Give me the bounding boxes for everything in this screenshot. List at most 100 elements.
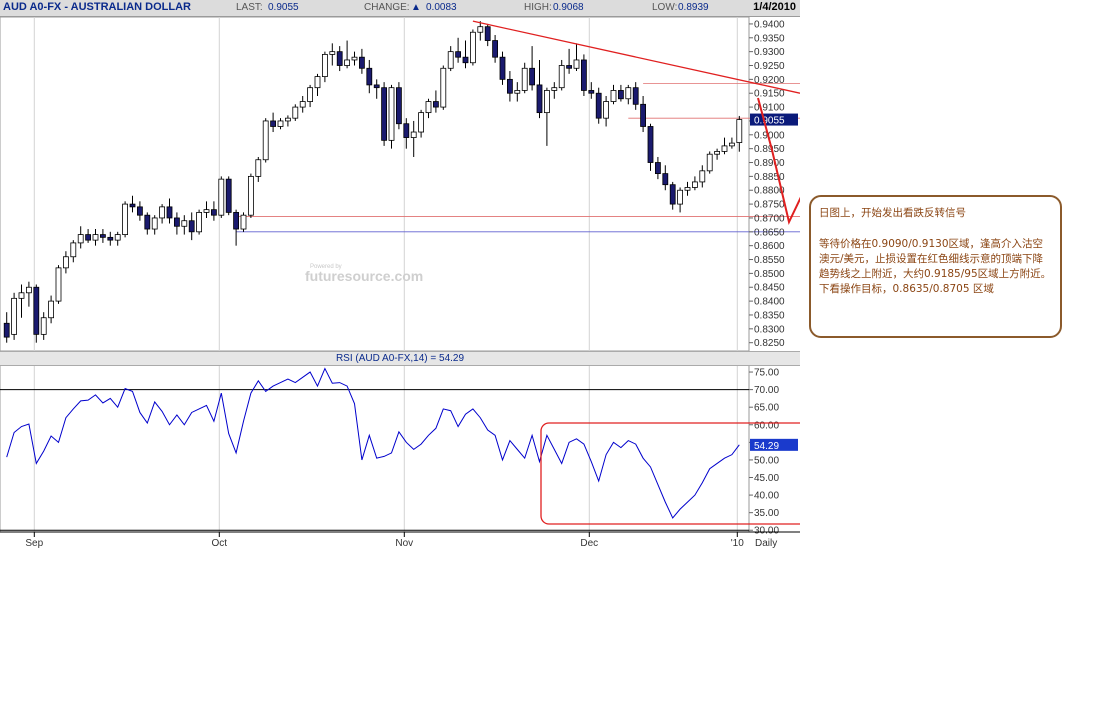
candle-up xyxy=(25,286,32,294)
candle-down xyxy=(632,87,639,105)
x-tick-label: '10 xyxy=(731,538,744,549)
downtrend-line xyxy=(472,20,800,94)
candle-down xyxy=(581,59,587,91)
candle-up xyxy=(299,101,306,108)
candle-down xyxy=(166,206,173,219)
rsi-series-line xyxy=(6,367,740,519)
candlesticks xyxy=(3,21,743,343)
candle-up xyxy=(410,131,417,138)
low-value: 0.8939 xyxy=(678,2,709,13)
x-axis: Sep Oct Nov Dec '10 Daily xyxy=(25,532,777,549)
candle-up xyxy=(262,120,269,161)
rsi-highlight-box xyxy=(540,422,800,525)
rsi-tick-label: 45.00 xyxy=(754,473,779,484)
candle-down xyxy=(100,234,106,238)
candle-down xyxy=(33,286,40,335)
candle-down xyxy=(225,178,232,213)
candle-up xyxy=(40,317,47,335)
rsi-header: RSI (AUD A0-FX,14) = 54.29 xyxy=(0,351,800,366)
candle-down xyxy=(618,90,624,100)
candle-down xyxy=(366,67,373,86)
last-label: LAST: xyxy=(236,2,263,13)
candle-up xyxy=(55,267,62,302)
candle-up xyxy=(344,59,351,66)
candle-up xyxy=(247,175,254,216)
candle-up xyxy=(418,112,425,133)
candle-up xyxy=(329,51,336,55)
candle-up xyxy=(151,217,158,230)
candle-up xyxy=(699,170,706,183)
price-tick-label: 0.8850 xyxy=(754,172,785,183)
candle-up xyxy=(18,292,25,299)
price-tick-label: 0.8950 xyxy=(754,144,785,155)
candle-down xyxy=(403,123,410,138)
red-annotations xyxy=(472,20,800,225)
price-tick-label: 0.8350 xyxy=(754,310,785,321)
candle-down xyxy=(270,120,277,127)
price-tick-label: 0.8250 xyxy=(754,338,785,349)
candle-up xyxy=(292,106,299,119)
candle-down xyxy=(662,173,669,186)
candle-up xyxy=(625,87,632,100)
price-tick-label: 0.8750 xyxy=(754,200,785,211)
candle-up xyxy=(70,242,77,258)
low-label: LOW: xyxy=(652,2,678,13)
price-tick-label: 0.9000 xyxy=(754,130,785,141)
x-tick-label: Nov xyxy=(395,538,413,549)
watermark: futuresource.com xyxy=(305,268,423,284)
change-value: 0.0083 xyxy=(426,2,457,13)
price-tick-label: 0.9250 xyxy=(754,61,785,72)
rsi-tick-label: 35.00 xyxy=(754,508,779,519)
candle-down xyxy=(588,90,595,94)
price-tick-label: 0.9400 xyxy=(754,19,785,30)
price-tick-label: 0.8450 xyxy=(754,283,785,294)
rsi-tick-label: 50.00 xyxy=(754,455,779,466)
candle-up xyxy=(558,65,565,89)
price-tick-label: 0.9350 xyxy=(754,33,785,44)
candle-up xyxy=(314,76,321,89)
candle-down xyxy=(506,78,513,94)
candle-up xyxy=(351,56,358,61)
candle-down xyxy=(669,184,676,205)
candle-down xyxy=(455,51,462,58)
note-line-1: 日图上，开始发出看跌反转信号 xyxy=(819,207,966,219)
quote-header: AUD A0-FX - AUSTRALIAN DOLLAR LAST: 0.90… xyxy=(0,0,800,17)
candle-down xyxy=(373,84,380,89)
candle-down xyxy=(566,65,572,69)
candle-up xyxy=(692,181,698,188)
chart-panel: AUD A0-FX - AUSTRALIAN DOLLAR LAST: 0.90… xyxy=(0,0,800,549)
candle-up xyxy=(77,234,84,244)
x-period-label: Daily xyxy=(755,538,777,549)
high-label: HIGH: xyxy=(524,2,552,13)
note-line-3: 下看操作目标，0.8635/0.8705 区域 xyxy=(819,283,994,295)
candle-up xyxy=(284,117,291,122)
rsi-last-label: 54.29 xyxy=(754,441,779,452)
candle-up xyxy=(240,214,247,230)
rsi-last-tag xyxy=(750,438,798,451)
candle-up xyxy=(92,234,99,241)
candle-down xyxy=(395,87,402,125)
candle-up xyxy=(714,151,720,155)
candle-down xyxy=(655,162,661,175)
candle-up xyxy=(477,26,484,33)
candle-down xyxy=(381,87,388,141)
rsi-plot-frame xyxy=(0,364,750,533)
candle-up xyxy=(677,189,683,205)
candle-up xyxy=(603,101,609,119)
rsi-tick-label: 70.00 xyxy=(754,385,779,396)
x-tick-label: Sep xyxy=(25,538,43,549)
candle-up xyxy=(551,87,558,91)
last-value: 0.9055 xyxy=(268,2,299,13)
candle-up xyxy=(573,59,580,69)
rsi-tick-label: 30.00 xyxy=(754,526,779,537)
candle-up xyxy=(447,51,454,69)
symbol-title: AUD A0-FX - AUSTRALIAN DOLLAR xyxy=(3,1,192,13)
candle-down xyxy=(484,26,491,41)
price-tick-label: 0.8900 xyxy=(754,158,785,169)
candle-up xyxy=(114,234,121,241)
price-tick-label: 0.9300 xyxy=(754,47,785,58)
candle-down xyxy=(536,84,543,114)
analysis-note: 日图上，开始发出看跌反转信号 等待价格在0.9090/0.9130区域，逢高介入… xyxy=(809,195,1062,338)
candle-up xyxy=(440,67,447,108)
price-tick-label: 0.8800 xyxy=(754,186,785,197)
